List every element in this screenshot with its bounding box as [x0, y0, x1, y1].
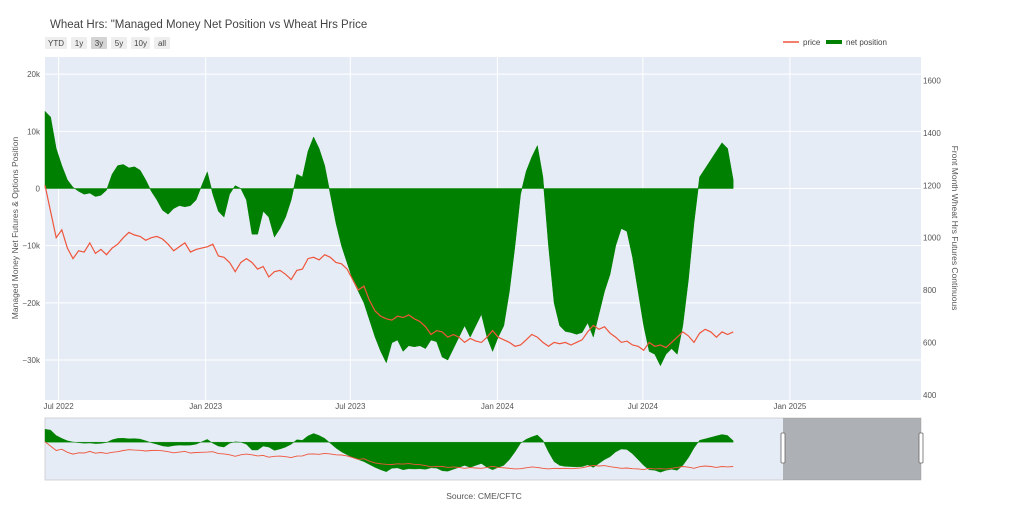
- navigator-mask: [783, 418, 921, 480]
- navigator-net-area: [44, 428, 734, 473]
- y-axis-ticks: 20k 10k 0 −10k −20k −30k 1600 1400 1200 1000 800 60…: [22, 70, 941, 400]
- range-button-label: all: [158, 39, 166, 48]
- range-button-bg: [91, 37, 107, 49]
- y-right-tick-label: 1600: [923, 77, 941, 86]
- range-button-10y[interactable]: 10y: [131, 37, 150, 49]
- y-left-axis-title: Managed Money Net Futures & Options Posi…: [10, 137, 20, 320]
- y-right-tick-label: 400: [923, 391, 937, 400]
- x-tick-label: Jul 2023: [335, 402, 366, 411]
- range-button-label: 10y: [134, 39, 147, 48]
- price-line[interactable]: [44, 185, 734, 352]
- range-button-3y[interactable]: 3y: [91, 37, 107, 49]
- net-position-area[interactable]: [44, 110, 734, 367]
- y-left-tick-label: −30k: [22, 356, 41, 365]
- x-tick-label: Jul 2022: [43, 402, 74, 411]
- y-right-tick-label: 1400: [923, 129, 941, 138]
- navigator-handle[interactable]: [780, 432, 786, 464]
- y-right-axis-title: Front Month Wheat Hrs Futures Continuous: [950, 146, 960, 311]
- x-tick-label: Jan 2025: [773, 402, 806, 411]
- series-layer: [44, 110, 734, 367]
- y-left-tick-label: 20k: [27, 70, 41, 79]
- range-button-label: 1y: [75, 39, 83, 48]
- range-button-bg: [71, 37, 87, 49]
- source-note: Source: CME/CFTC: [446, 491, 522, 501]
- x-axis-ticks: Jul 2022 Jan 2023 Jul 2023 Jan 2024 Jul 2024…: [43, 402, 806, 411]
- legend: price net position: [783, 38, 887, 47]
- navigator-price-line: [44, 441, 734, 471]
- range-selector: YTD 1y 3y 5y 10y all: [45, 37, 170, 49]
- range-button-bg: [45, 37, 67, 49]
- y-right-tick-label: 600: [923, 338, 937, 347]
- range-button-bg: [111, 37, 127, 49]
- y-left-tick-label: −20k: [22, 299, 41, 308]
- range-button-all[interactable]: all: [154, 37, 170, 49]
- range-slider[interactable]: [44, 417, 924, 481]
- y-left-tick-label: 10k: [27, 127, 41, 136]
- chart-title: Wheat Hrs: "Managed Money Net Position v…: [50, 19, 367, 31]
- y-left-tick-label: −10k: [22, 242, 41, 251]
- range-button-bg: [154, 37, 170, 49]
- legend-price-label[interactable]: price: [803, 38, 821, 47]
- range-button-label: 5y: [115, 39, 123, 48]
- y-right-tick-label: 1000: [923, 234, 941, 243]
- y-right-tick-label: 800: [923, 286, 937, 295]
- range-button-label: YTD: [48, 39, 64, 48]
- range-button-label: 3y: [95, 39, 103, 48]
- y-left-tick-label: 0: [36, 184, 41, 193]
- range-button-1y[interactable]: 1y: [71, 37, 87, 49]
- navigator-handle[interactable]: [918, 432, 924, 464]
- range-button-bg: [131, 37, 150, 49]
- legend-net-label[interactable]: net position: [846, 38, 887, 47]
- x-tick-label: Jul 2024: [628, 402, 659, 411]
- x-tick-label: Jan 2024: [481, 402, 514, 411]
- range-button-5y[interactable]: 5y: [111, 37, 127, 49]
- y-right-tick-label: 1200: [923, 181, 941, 190]
- range-button-ytd[interactable]: YTD: [45, 37, 67, 49]
- x-tick-label: Jan 2023: [189, 402, 222, 411]
